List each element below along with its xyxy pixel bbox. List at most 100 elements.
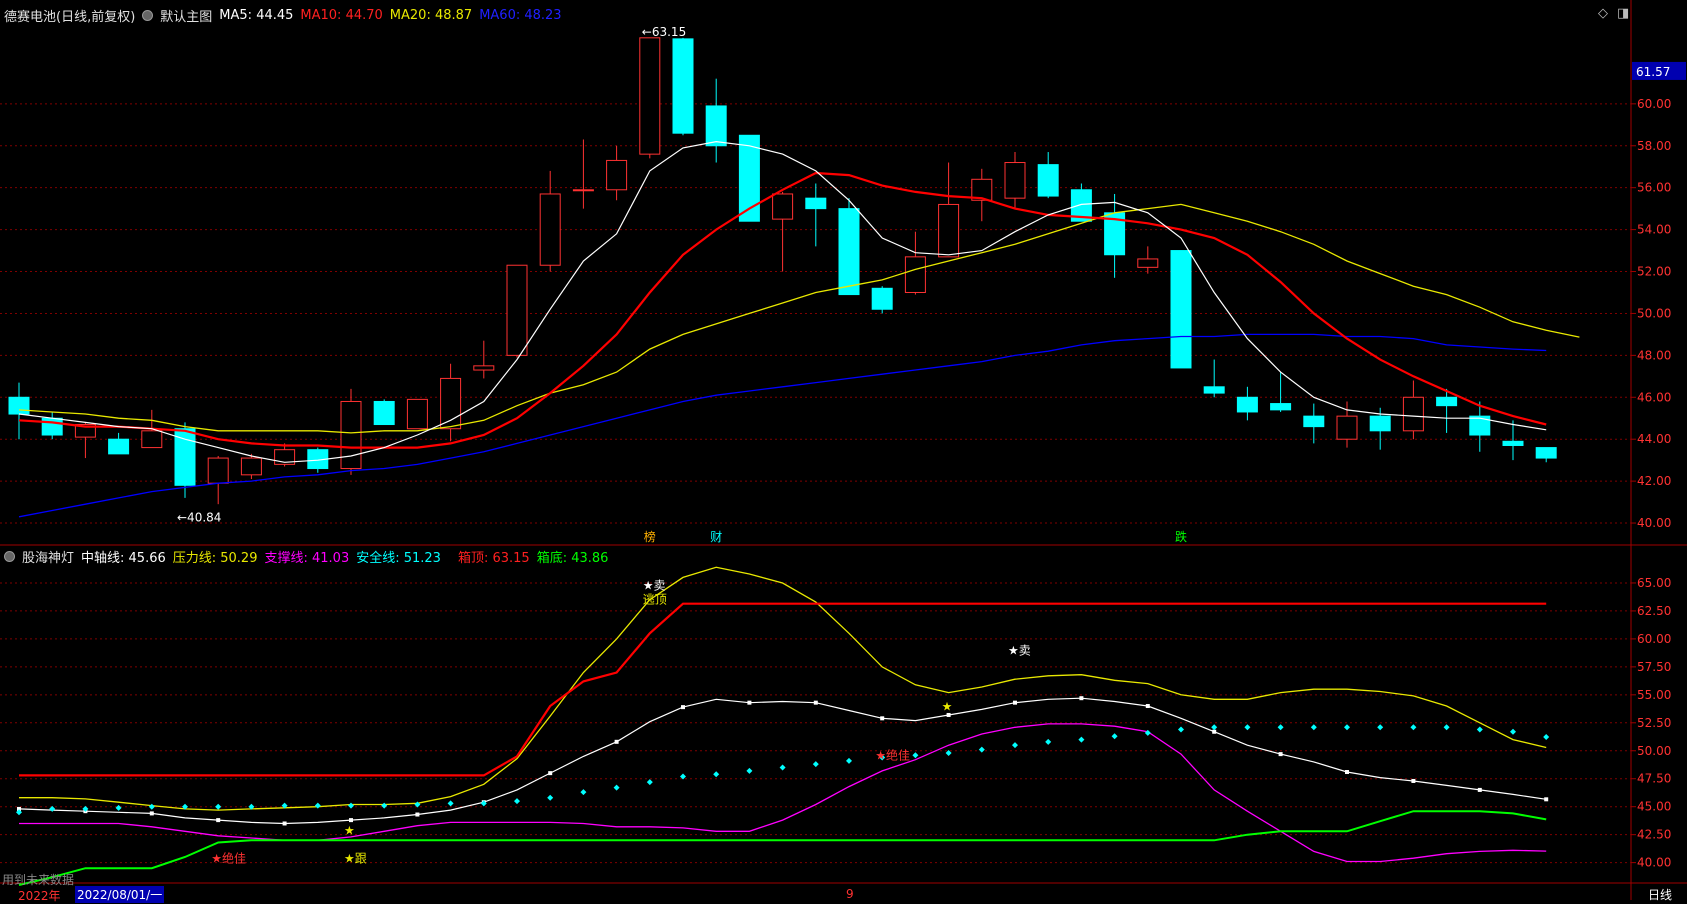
- safe-line-point: [82, 805, 89, 812]
- last-price-label: 61.57: [1636, 65, 1670, 79]
- future-data-label: 用到未来数据: [2, 873, 75, 887]
- safe-line-point: [514, 798, 520, 805]
- mid-line-point: [813, 700, 818, 705]
- safe-line-point: [1144, 729, 1151, 736]
- candle-body: [274, 449, 296, 465]
- safe-line-point: [580, 789, 587, 796]
- main-tick-label: 60.00: [1637, 97, 1671, 111]
- sub-tick-label: 40.00: [1637, 856, 1671, 870]
- safe-line-point: [746, 767, 753, 774]
- mid-line-point: [1013, 700, 1017, 705]
- candle-body: [174, 428, 196, 486]
- sub-tick-label: 42.50: [1637, 828, 1671, 842]
- safe-line-point: [779, 764, 786, 771]
- safe-line-point: [1377, 724, 1384, 731]
- sub-settings-icon[interactable]: [4, 551, 15, 562]
- main-settings-icon[interactable]: [142, 10, 154, 21]
- safe-line-point: [480, 800, 487, 807]
- candle-body: [141, 430, 163, 449]
- main-chart-label: 默认主图: [160, 10, 213, 25]
- mid-line-point: [946, 712, 951, 717]
- candle-body: [1436, 396, 1458, 407]
- signal-label: ★卖: [643, 579, 666, 593]
- candle-body: [473, 365, 495, 371]
- safe-line-point: [646, 779, 653, 786]
- safe-line-point: [713, 771, 720, 778]
- pressure-line-value: 压力线: 50.29: [172, 551, 258, 566]
- safe-line-point: [978, 746, 985, 753]
- ma5-value: MA5: 44.45: [219, 8, 294, 23]
- safe-line-point: [1277, 724, 1284, 731]
- sub-tick-label: 50.00: [1637, 744, 1671, 758]
- candle-body: [938, 203, 960, 258]
- mid-line-point: [149, 811, 154, 816]
- mid-line-point: [216, 818, 221, 823]
- candle-body: [240, 457, 262, 476]
- safe-line-point: [613, 784, 620, 791]
- mid-line-point: [1079, 696, 1084, 701]
- candle-body: [738, 134, 760, 222]
- mid-line-point: [1477, 787, 1482, 792]
- signal-label: ★卖: [1008, 644, 1031, 658]
- box-top-value: 箱顶: 63.15: [457, 551, 530, 566]
- candle-body: [1336, 415, 1358, 440]
- ma20-line: [18, 203, 1580, 434]
- safe-line-point: [1178, 726, 1184, 733]
- safe-line-point: [414, 801, 421, 808]
- box-bottom-value: 箱底: 43.86: [536, 551, 609, 566]
- candle-body: [1203, 386, 1225, 394]
- month-label: 9: [846, 887, 854, 901]
- candle-body: [1502, 440, 1524, 446]
- safe-line-point: [1211, 724, 1218, 731]
- support-line-value: 支撑线: 41.03: [264, 551, 350, 566]
- safe-line-point: [314, 802, 321, 809]
- safe-line-point: [1310, 724, 1317, 731]
- main-tick-label: 50.00: [1637, 306, 1671, 320]
- main-tick-label: 44.00: [1637, 432, 1671, 446]
- mid-line-point: [1411, 778, 1416, 783]
- event-marker: 跌: [1175, 529, 1187, 544]
- mid-line-point: [1345, 770, 1349, 775]
- candle-body: [108, 438, 130, 455]
- candle-body: [1137, 258, 1159, 268]
- diamond-icon[interactable]: ◇: [1598, 6, 1608, 21]
- sub-tick-label: 47.50: [1637, 772, 1671, 786]
- candle-body: [41, 417, 63, 436]
- mid-line-point: [415, 812, 420, 817]
- mid-line-point: [880, 716, 885, 721]
- candle-body: [772, 193, 794, 220]
- candle-body: [1535, 447, 1557, 459]
- main-header: 德赛电池(日线,前复权) 默认主图 MA5: 44.45 MA10: 44.70…: [4, 6, 562, 25]
- last-price-tag: [1632, 61, 1686, 80]
- candle-body: [340, 400, 362, 470]
- safe-line-point: [447, 800, 454, 807]
- ma10-line: [18, 171, 1547, 449]
- safe-line-point: [1244, 724, 1251, 731]
- safe-line-point: [16, 809, 22, 816]
- safe-line-point: [49, 805, 56, 812]
- window-toggle-icon[interactable]: ◨: [1617, 6, 1630, 21]
- mid-line-point: [17, 806, 21, 811]
- sub-header: 股海神灯 中轴线: 45.66 压力线: 50.29 支撑线: 41.03 安全…: [4, 547, 608, 566]
- indicator-name: 股海神灯: [22, 551, 75, 566]
- safe-line-point: [182, 803, 188, 810]
- candle-body: [539, 193, 561, 266]
- period-label[interactable]: 日线: [1648, 888, 1673, 902]
- price-annotation: ←40.84: [177, 510, 221, 524]
- safe-line-point: [1510, 728, 1516, 735]
- candle-body: [838, 208, 860, 296]
- ma10-value: MA10: 44.70: [300, 8, 383, 23]
- candle-body: [572, 189, 594, 192]
- signal-sublabel: 逃顶: [643, 593, 667, 607]
- safe-line-point: [1344, 724, 1350, 731]
- safe-line-point: [1078, 736, 1085, 743]
- candle-body: [1469, 415, 1491, 436]
- safe-line-point: [1410, 724, 1417, 731]
- price-annotation: ←63.15: [642, 25, 686, 39]
- mid-line-value: 中轴线: 45.66: [81, 551, 166, 566]
- stock-title[interactable]: 德赛电池(日线,前复权): [4, 10, 136, 25]
- safe-line-point: [812, 761, 819, 768]
- ma60-value: MA60: 48.23: [479, 8, 562, 23]
- mid-line-point: [349, 818, 353, 823]
